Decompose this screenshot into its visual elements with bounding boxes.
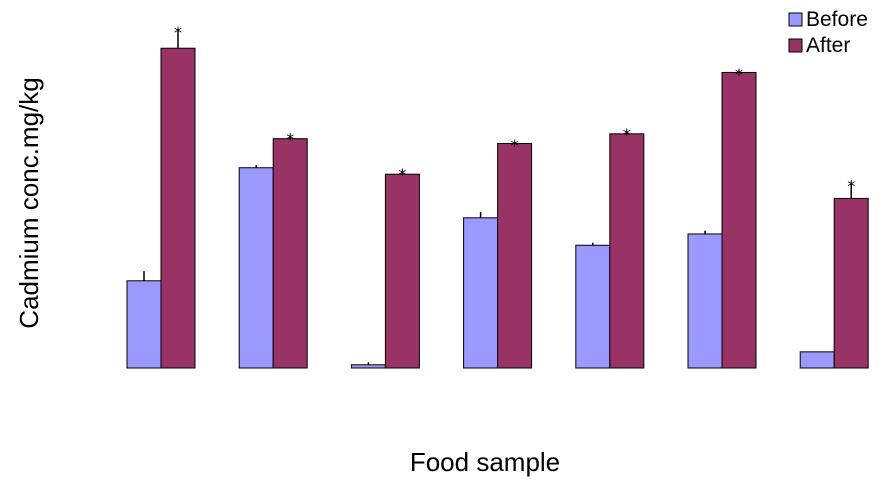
legend: Before After <box>788 8 868 57</box>
significance-marker-4: * <box>511 136 519 155</box>
error-bars-layer <box>143 28 852 365</box>
significance-marker-3: * <box>398 165 406 184</box>
bar-after-3 <box>384 173 420 369</box>
bar-before-1 <box>126 280 162 369</box>
bar-after-5 <box>609 133 645 369</box>
bar-before-7 <box>799 351 835 369</box>
bar-after-2 <box>272 138 308 369</box>
legend-label-before: Before <box>806 8 868 31</box>
bar-after-4 <box>497 143 533 369</box>
y-axis-title: Cadmium conc.mg/kg <box>14 77 44 328</box>
significance-marker-2: * <box>286 129 294 148</box>
legend-swatch-after <box>788 38 803 53</box>
bar-after-6 <box>721 71 757 369</box>
significance-marker-1: * <box>174 23 182 42</box>
significance-marker-6: * <box>735 65 743 84</box>
significance-marker-7: * <box>847 176 855 195</box>
significance-marker-5: * <box>623 125 631 144</box>
x-axis-title: Food sample <box>410 447 560 477</box>
legend-label-after: After <box>806 34 850 57</box>
bar-before-2 <box>238 167 274 369</box>
significance-markers-layer: * * * * * * * <box>174 23 855 195</box>
bar-after-7 <box>833 197 869 369</box>
bar-before-4 <box>463 217 499 369</box>
legend-item-after: After <box>788 34 850 57</box>
bar-before-5 <box>575 244 611 369</box>
bar-before-6 <box>687 233 723 369</box>
legend-item-before: Before <box>788 8 868 31</box>
legend-swatch-before <box>788 12 803 27</box>
bar-after-1 <box>160 47 196 369</box>
bars-layer <box>126 47 869 369</box>
